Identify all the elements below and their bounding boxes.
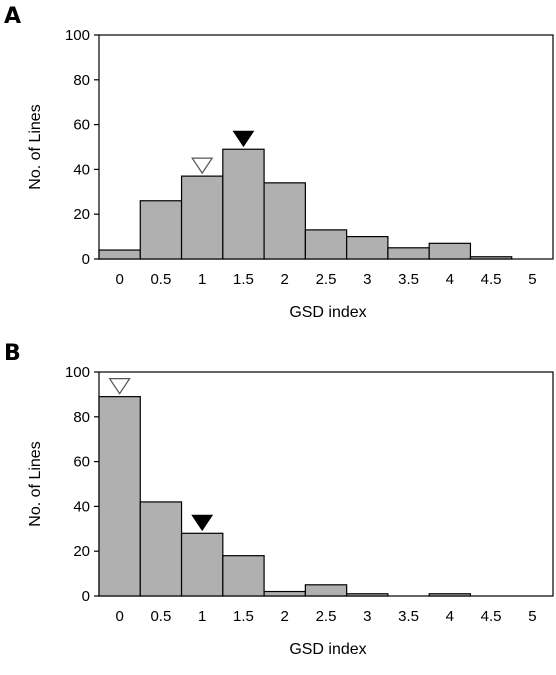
- y-tick-label: 80: [73, 409, 90, 426]
- histogram-bar: [428, 242, 472, 260]
- y-tick-label: 20: [73, 206, 90, 223]
- open-triangle-marker: [191, 157, 214, 175]
- x-tick-label: 1: [198, 608, 206, 625]
- x-tick-label: 4.5: [481, 271, 502, 288]
- histogram-bar: [98, 396, 141, 597]
- histogram-bar: [222, 148, 265, 260]
- histogram-bar: [304, 584, 348, 597]
- histogram-bar: [222, 555, 265, 597]
- x-tick-label: 4: [446, 608, 454, 625]
- x-axis-label: GSD index: [289, 641, 366, 658]
- x-tick-label: 0: [115, 608, 123, 625]
- x-tick-label: 2: [281, 271, 289, 288]
- histogram-bar: [263, 182, 306, 260]
- x-tick-label: 0.5: [150, 271, 171, 288]
- y-tick-label: 40: [73, 498, 90, 515]
- histogram-a: 0 20 40 60 80 100 0 0.5 1 1.5 2 2.5 3 3.5 4 4.5 5 GSD ind…: [27, 27, 554, 321]
- histogram-bar: [387, 247, 430, 260]
- x-tick-label: 1.5: [233, 608, 254, 625]
- x-tick-label: 0: [115, 271, 123, 288]
- x-tick-label: 2.5: [316, 608, 337, 625]
- x-tick-label: 5: [528, 608, 536, 625]
- filled-triangle-marker: [232, 130, 255, 148]
- y-axis-label: No. of Lines: [27, 441, 44, 526]
- histogram-bar: [428, 593, 472, 597]
- x-tick-label: 4: [446, 271, 454, 288]
- histogram-bar: [180, 175, 224, 260]
- x-tick-label: 3: [363, 608, 371, 625]
- y-tick-label: 60: [73, 454, 90, 471]
- x-tick-label: 2: [281, 608, 289, 625]
- panel-label: B: [4, 341, 21, 366]
- histogram-bar: [469, 256, 513, 260]
- x-tick-label: 1: [198, 271, 206, 288]
- histogram-bar: [346, 236, 389, 260]
- y-tick-label: 20: [73, 543, 90, 560]
- histogram-bar: [180, 532, 224, 597]
- chart-panel-a: A 0 20 40 60 80 100 0 0.5 1 1.5 2 2.5 3 3.5 4 4.5 5 GSD i…: [0, 0, 556, 337]
- y-tick-label: 40: [73, 161, 90, 178]
- histogram-b: 0 20 40 60 80 100 0 0.5 1 1.5 2 2.5 3 3.5 4 4.5 5 GSD ind…: [27, 364, 554, 658]
- panel-label: A: [4, 4, 22, 29]
- y-axis-label: No. of Lines: [27, 104, 44, 189]
- histogram-bar: [139, 200, 183, 260]
- histogram-bar: [263, 590, 306, 597]
- y-tick-label: 100: [65, 364, 90, 381]
- histogram-bar: [304, 229, 348, 260]
- y-tick-label: 0: [82, 588, 90, 605]
- open-triangle-marker: [108, 378, 131, 395]
- y-tick-label: 80: [73, 72, 90, 89]
- histogram-bar: [346, 593, 389, 597]
- x-tick-label: 3.5: [398, 271, 419, 288]
- x-tick-label: 3.5: [398, 608, 419, 625]
- x-tick-label: 5: [528, 271, 536, 288]
- x-tick-label: 4.5: [481, 608, 502, 625]
- chart-panel-b: B 0 20 40 60 80 100 0 0.5 1 1.5 2 2.5 3 3.5 4 4.5 5 GSD i…: [0, 337, 556, 674]
- x-tick-label: 1.5: [233, 271, 254, 288]
- y-tick-label: 60: [73, 117, 90, 134]
- x-axis-label: GSD index: [289, 304, 366, 321]
- x-tick-label: 0.5: [150, 608, 171, 625]
- y-tick-label: 0: [82, 251, 90, 268]
- histogram-bar: [139, 501, 183, 597]
- x-tick-label: 2.5: [316, 271, 337, 288]
- filled-triangle-marker: [191, 514, 214, 532]
- histogram-bar: [98, 249, 141, 260]
- x-tick-label: 3: [363, 271, 371, 288]
- y-tick-label: 100: [65, 27, 90, 44]
